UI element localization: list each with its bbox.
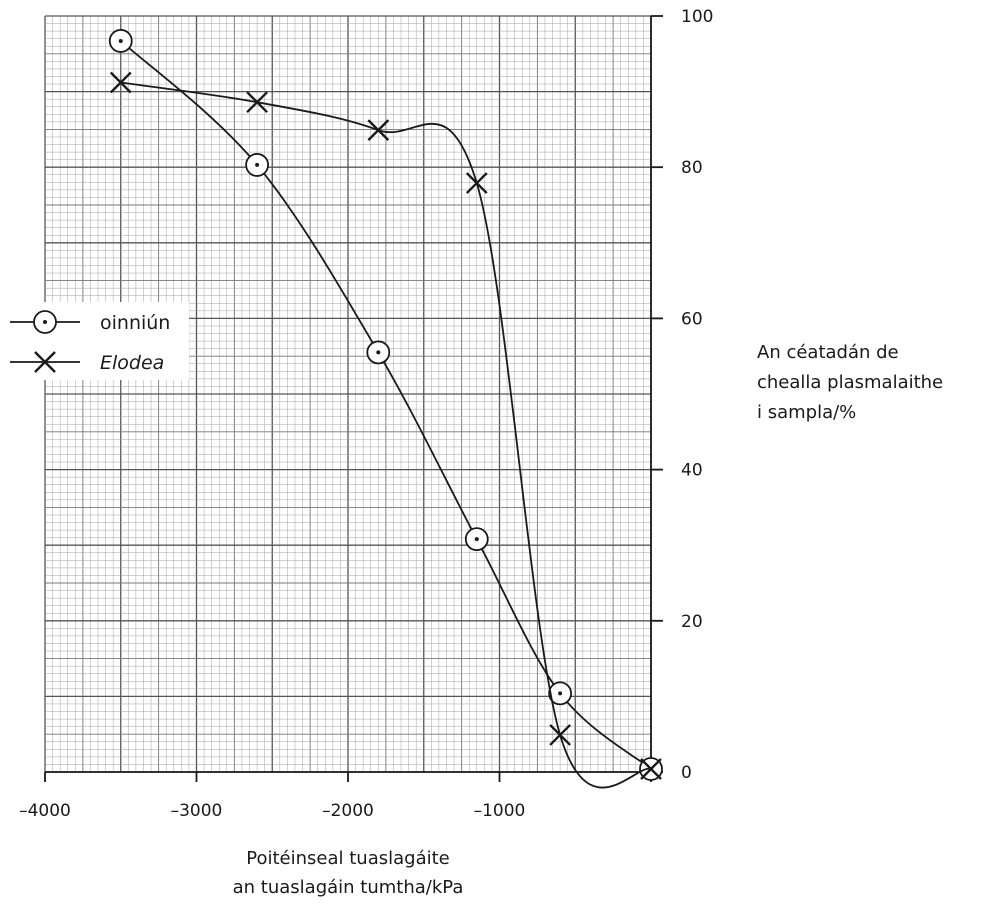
legend-label-oinniun: oinniún: [100, 312, 170, 334]
legend-circle-dot-icon: [43, 320, 47, 324]
legend-background: [4, 302, 189, 380]
y-tick-label: 0: [681, 763, 692, 783]
legend-entry-elodea: Elodea: [10, 351, 164, 374]
y-tick-label: 100: [681, 7, 713, 27]
x-tick-label: –1000: [474, 801, 526, 821]
legend-label-elodea: Elodea: [100, 352, 164, 374]
data-point-dot: [558, 691, 563, 696]
y-axis-title: An céatadán de chealla plasmalaithe i sa…: [757, 342, 943, 423]
x-axis-title-line-1: Poitéinseal tuaslagáite: [246, 848, 449, 869]
data-point-dot: [255, 162, 260, 167]
series-elodea: [109, 71, 662, 789]
data-point-cross: [549, 724, 571, 746]
legend: oinniún Elodea: [4, 302, 189, 380]
x-tick-label: –4000: [19, 801, 71, 821]
x-axis-ticks: –4000 –3000 –2000 –1000: [19, 772, 652, 821]
legend-cross-marker-icon: [34, 351, 56, 373]
y-axis-title-line-2: chealla plasmalaithe: [757, 372, 943, 393]
x-axis-title-line-2: an tuaslagáin tumtha/kPa: [233, 877, 464, 898]
data-point-cross: [640, 758, 662, 780]
data-point-dot: [474, 537, 479, 542]
legend-entry-oinniun: oinniún: [10, 310, 170, 334]
y-tick-label: 60: [681, 309, 703, 329]
x-tick-label: –3000: [171, 801, 223, 821]
data-point-cross: [367, 119, 390, 142]
y-axis-title-line-3: i sampla/%: [757, 402, 856, 423]
y-axis-title-line-1: An céatadán de: [757, 342, 899, 363]
data-point-cross: [465, 172, 488, 194]
grid: [44, 15, 652, 773]
data-point-dot: [376, 350, 381, 355]
data-point-cross: [109, 71, 132, 94]
x-tick-label: –2000: [322, 801, 374, 821]
y-axis-ticks: 0 20 40 60 80 100: [651, 7, 713, 783]
x-axis-title: Poitéinseal tuaslagáite an tuaslagáin tu…: [233, 848, 464, 898]
data-point-dot: [118, 38, 123, 43]
data-point-cross: [246, 91, 268, 114]
y-tick-label: 80: [681, 158, 703, 178]
y-tick-label: 20: [681, 612, 703, 632]
series: [108, 29, 663, 789]
y-tick-label: 40: [681, 461, 703, 481]
